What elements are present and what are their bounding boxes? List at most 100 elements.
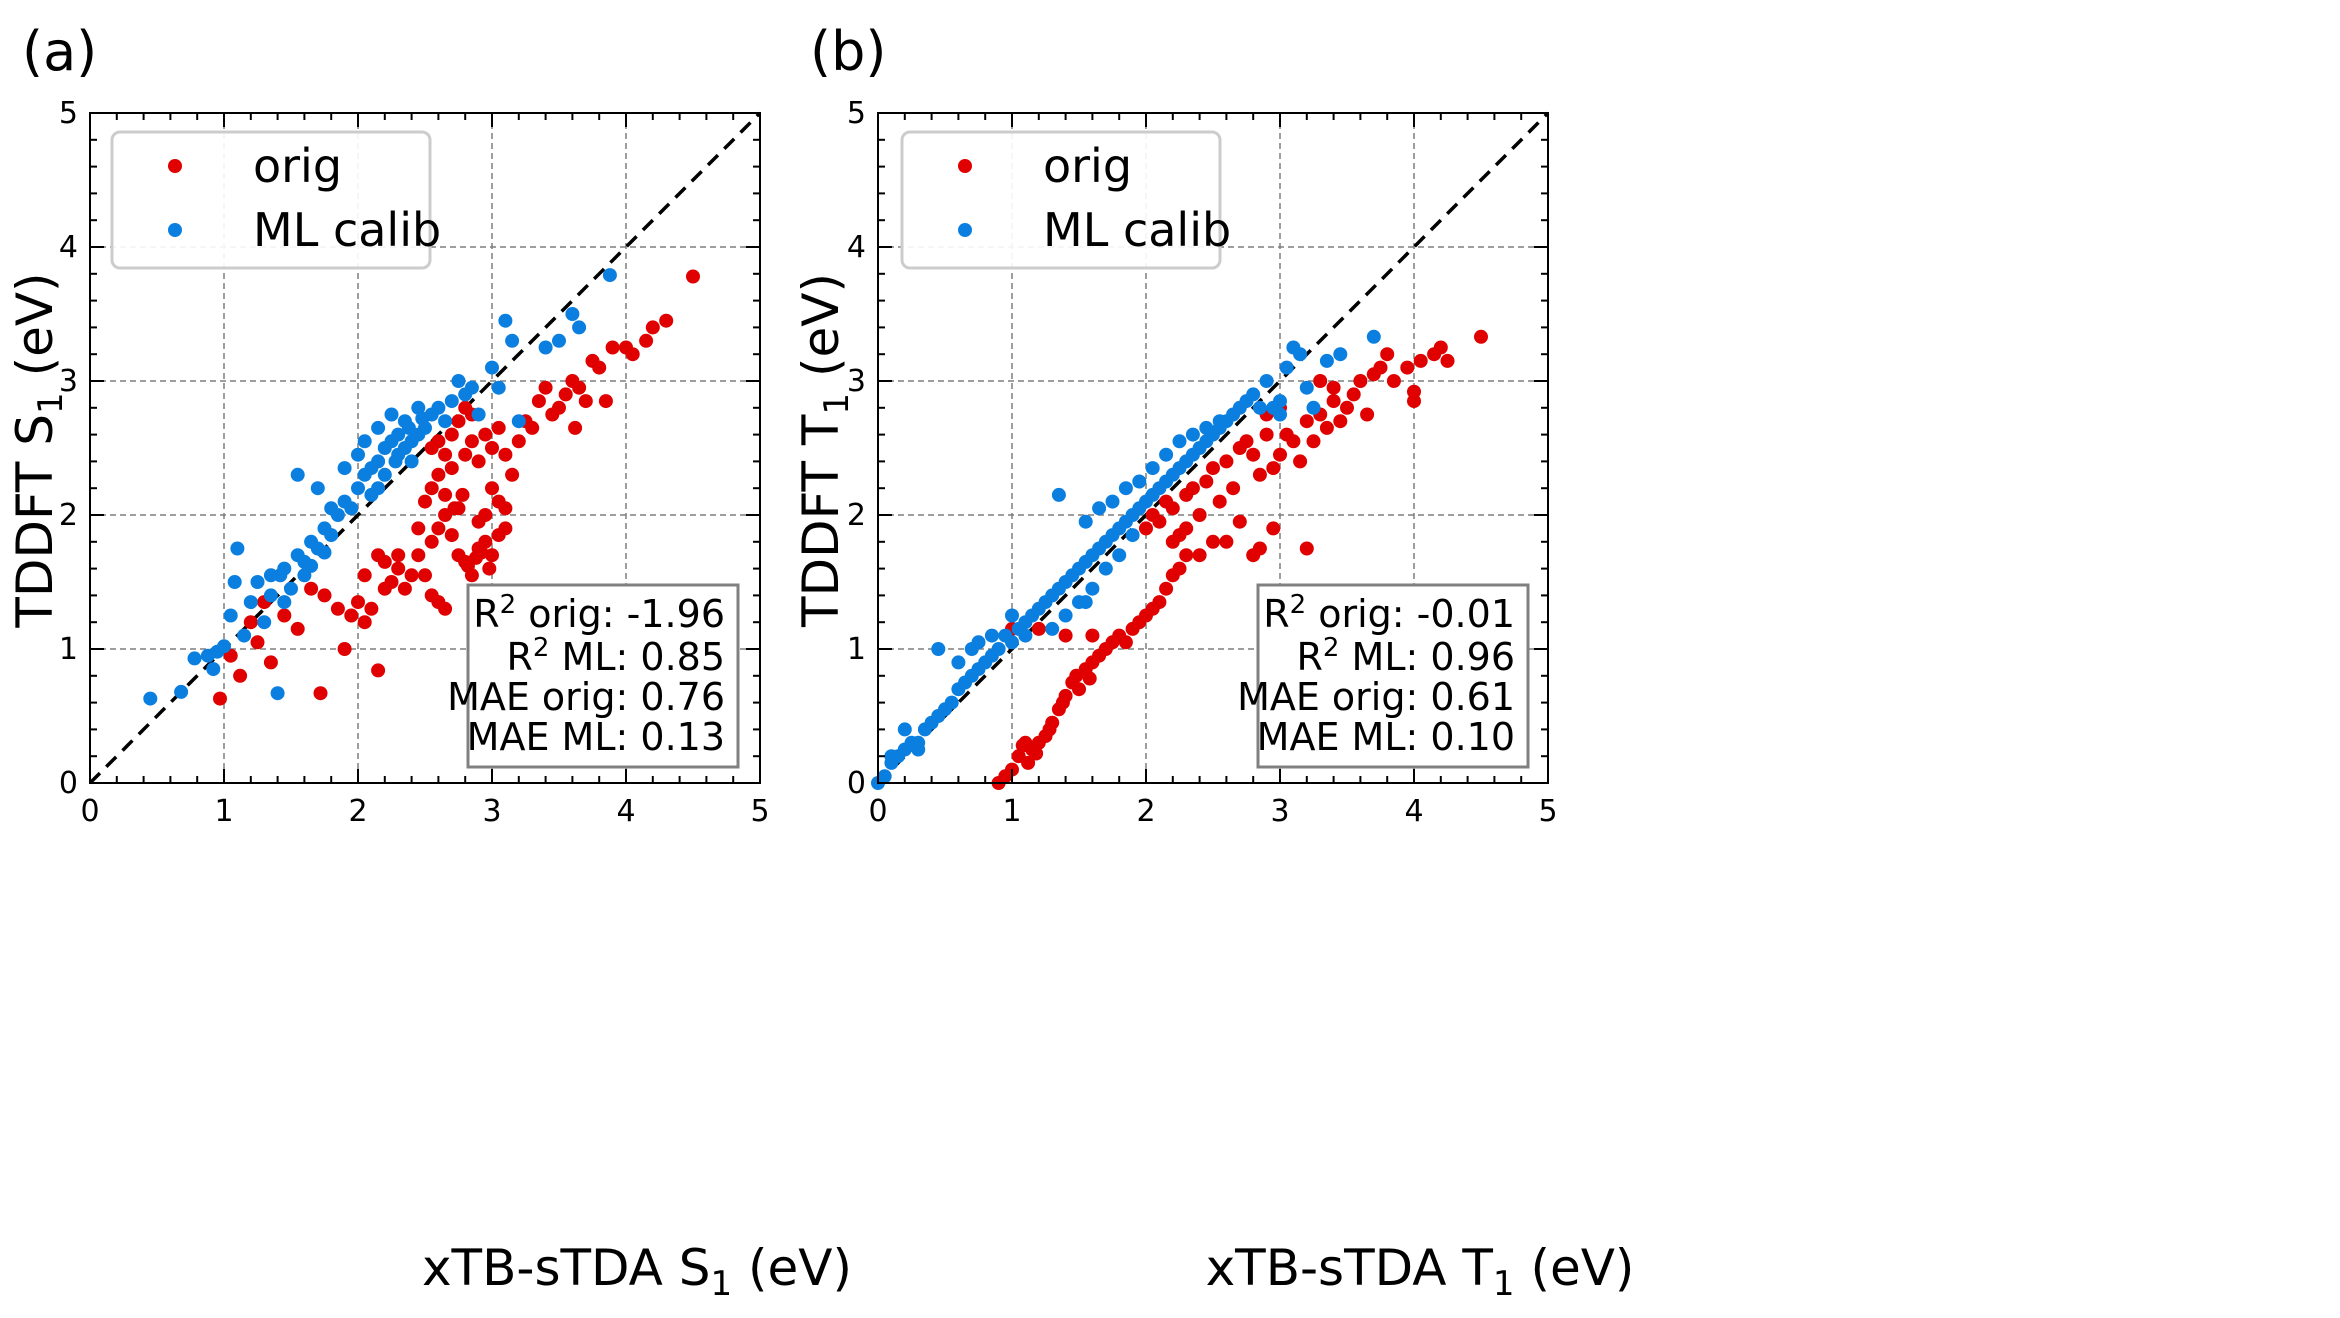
panel-a-point-orig xyxy=(330,601,345,616)
panel-a-point-orig xyxy=(397,581,412,596)
panel-b-legend-ml-label: ML calib xyxy=(1043,203,1231,257)
panel-a-ticks xyxy=(89,112,761,784)
panel-a-point-orig xyxy=(411,548,426,563)
panel-b-point-orig xyxy=(1313,374,1328,388)
panel-b-y-tick-labels: 0 1 2 3 4 5 xyxy=(847,96,866,801)
panel-a-point-orig xyxy=(525,420,540,435)
panel-a-x-tick-labels: 0 1 2 3 4 5 xyxy=(80,794,769,829)
panel-a-y-tick-label: 3 xyxy=(59,364,78,399)
panel-a-label: (a) xyxy=(22,20,97,83)
panel-b-point-orig xyxy=(1299,541,1314,556)
panel-a-point-ml xyxy=(351,447,365,462)
panel-a-point-orig xyxy=(578,394,593,409)
panel-a-point-orig xyxy=(511,434,526,449)
panel-a-point-ml xyxy=(357,434,372,449)
panel-a-point-ml xyxy=(498,313,513,328)
panel-a-point-orig xyxy=(505,467,520,482)
panel-b-y-tick-label: 0 xyxy=(847,766,866,801)
panel-a-point-orig xyxy=(485,548,499,563)
panel-a-point-orig xyxy=(438,601,453,616)
panel-b-x-tick-label: 4 xyxy=(1404,794,1423,829)
panel-b-stat-r2-orig: R2 orig: -0.01 xyxy=(1263,590,1515,636)
panel-a-point-orig xyxy=(485,441,499,455)
panel-a-point-ml xyxy=(351,481,365,496)
panel-b-stats-box: R2 orig: -0.01 R2 ML: 0.96 MAE orig: 0.6… xyxy=(1237,583,1530,769)
panel-a-point-ml xyxy=(371,481,386,496)
panel-a-point-ml xyxy=(277,595,292,610)
panel-a-x-tick-label: 2 xyxy=(348,794,367,829)
panel-b-x-tick-label: 1 xyxy=(1002,794,1021,829)
panel-a-point-orig xyxy=(371,663,386,678)
panel-a-point-ml xyxy=(384,407,399,422)
panel-b-x-tick-labels: 0 1 2 3 4 5 xyxy=(868,794,1557,829)
panel-a-x-axis-label: xTB-sTDA S1 (eV) xyxy=(422,1239,852,1304)
panel-b-stat-mae-orig: MAE orig: 0.61 xyxy=(1237,675,1515,719)
panel-a-point-orig xyxy=(250,635,265,650)
panel-b-y-tick-label: 2 xyxy=(847,498,866,533)
panel-a-point-orig xyxy=(424,481,439,496)
panel-b-point-orig xyxy=(1407,384,1421,399)
panel-b-point-orig xyxy=(1042,722,1057,737)
panel-a-y-tick-labels: 0 1 2 3 4 5 xyxy=(59,96,78,801)
panel-a-y-tick-label: 2 xyxy=(59,498,78,533)
panel-a-point-ml xyxy=(257,615,272,630)
panel-b-point-ml xyxy=(911,742,926,757)
panel-a-point-ml xyxy=(401,420,416,435)
panel-a-point-ml xyxy=(317,545,332,560)
panel-b-point-orig xyxy=(1165,534,1180,549)
panel-b-point-orig xyxy=(1212,494,1227,509)
panel-a-stat-mae-ml: MAE ML: 0.13 xyxy=(467,715,725,759)
panel-a-point-orig xyxy=(438,487,453,502)
panel-a-point-orig xyxy=(444,528,459,543)
panel-b-point-ml xyxy=(1279,360,1294,375)
panel-b-point-orig xyxy=(1055,695,1070,710)
panel-b-point-orig xyxy=(1199,474,1214,489)
panel-a-point-ml xyxy=(565,307,580,321)
panel-a-point-ml xyxy=(415,411,430,426)
panel-b-point-orig xyxy=(1293,454,1308,469)
panel-b-point-orig xyxy=(1185,481,1200,496)
panel-b-point-orig xyxy=(1259,427,1274,442)
panel-a-point-orig xyxy=(277,608,292,623)
panel-b-point-ml xyxy=(1159,447,1174,462)
panel-a-legend-orig-marker xyxy=(168,159,182,173)
panel-b-point-orig xyxy=(1206,534,1220,549)
panel-a-point-orig xyxy=(243,615,258,630)
panel-a-point-orig xyxy=(482,561,497,576)
panel-a-point-orig xyxy=(384,575,399,589)
panel-a-point-orig xyxy=(471,454,486,469)
panel-b-point-orig xyxy=(1085,628,1100,643)
panel-a-point-ml xyxy=(250,575,265,589)
panel-b-point-orig xyxy=(1319,420,1334,435)
panel-b-point-orig xyxy=(1252,541,1267,556)
panel-a-point-orig xyxy=(431,521,446,536)
panel-b-point-orig xyxy=(1139,521,1153,536)
panel-a-point-orig xyxy=(568,420,583,435)
panel-a-point-ml xyxy=(377,467,392,482)
panel-b-point-orig xyxy=(1159,581,1174,596)
panel-a-point-orig xyxy=(404,568,419,583)
panel-a-point-orig xyxy=(498,521,513,536)
panel-a-point-ml xyxy=(451,374,466,388)
panel-b-point-orig xyxy=(1226,481,1241,496)
panel-b-point-ml xyxy=(1045,621,1060,636)
panel-a-point-ml xyxy=(552,333,566,348)
panel-b-point-ml xyxy=(1366,329,1381,344)
panel-b-point-ml xyxy=(1078,595,1093,610)
panel-a-point-ml xyxy=(602,268,617,283)
panel-b-y-tick-label: 4 xyxy=(847,230,866,265)
panel-b-point-orig xyxy=(1219,534,1234,549)
panel-a-point-orig xyxy=(598,394,613,409)
panel-a-point-ml xyxy=(270,686,285,701)
panel-a-stat-r2-ml: R2 ML: 0.85 xyxy=(507,633,726,679)
panel-a-stat-mae-orig: MAE orig: 0.76 xyxy=(447,675,725,719)
panel-a-point-ml xyxy=(364,461,379,476)
panel-a-point-orig xyxy=(545,407,560,422)
panel-a-point-orig xyxy=(364,601,379,616)
panel-a-point-orig xyxy=(263,655,278,670)
panel-b-label: (b) xyxy=(810,20,886,83)
panel-b-point-ml xyxy=(931,642,946,656)
panel-b-point-ml xyxy=(1299,380,1314,395)
panel-b-point-ml xyxy=(1118,481,1133,496)
